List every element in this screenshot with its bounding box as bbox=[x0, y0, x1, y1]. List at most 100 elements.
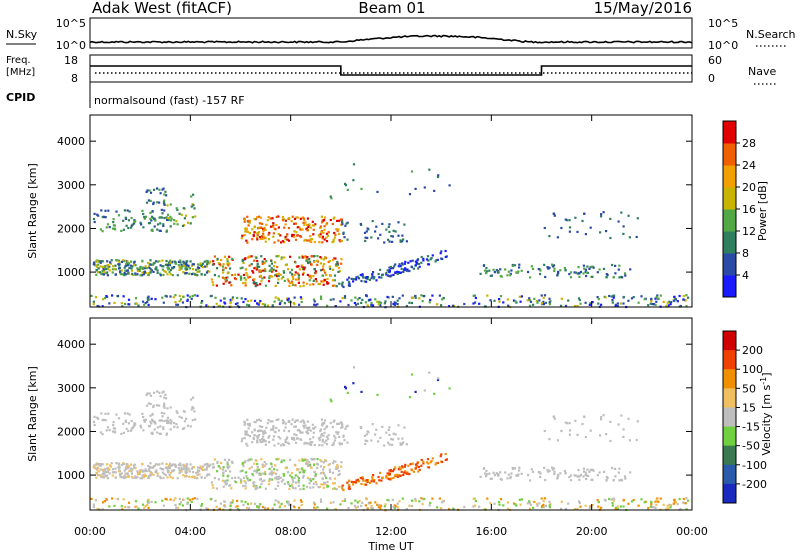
power-echo-cell bbox=[161, 259, 164, 262]
velocity-echo-cell bbox=[121, 508, 124, 511]
velocity-echo-cell bbox=[385, 474, 388, 478]
velocity-echo-cell bbox=[311, 423, 314, 426]
power-echo-cell bbox=[557, 270, 560, 273]
power-echo-cell bbox=[541, 302, 544, 305]
power-echo-cell bbox=[651, 303, 654, 306]
velocity-echo-cell bbox=[268, 480, 271, 483]
velocity-echo-cell bbox=[201, 465, 205, 468]
power-echo-cell bbox=[614, 304, 617, 307]
power-echo-cell bbox=[113, 268, 116, 271]
power-echo-cell bbox=[388, 274, 391, 278]
power-echo-cell bbox=[144, 301, 147, 305]
velocity-echo-cell bbox=[120, 463, 123, 466]
velocity-echo-cell bbox=[678, 497, 681, 501]
velocity-echo-cell bbox=[385, 431, 388, 434]
velocity-echo-cell bbox=[97, 463, 100, 466]
velocity-echo-cell bbox=[283, 459, 286, 462]
power-echo-cell bbox=[144, 215, 147, 218]
velocity-echo-cell bbox=[194, 476, 197, 479]
velocity-echo-cell bbox=[118, 470, 121, 473]
power-echo-cell bbox=[156, 228, 159, 231]
velocity-echo-cell bbox=[193, 410, 196, 413]
power-echo-cell bbox=[193, 207, 196, 210]
velocity-echo-cell bbox=[169, 462, 172, 465]
power-echo-cell bbox=[314, 272, 317, 275]
power-echo-cell bbox=[591, 275, 594, 278]
velocity-echo-cell bbox=[149, 462, 152, 465]
power-echo-cell bbox=[370, 301, 373, 305]
power-echo-cell bbox=[616, 302, 619, 305]
velocity-echo-cell bbox=[141, 462, 144, 465]
velocity-echo-cell bbox=[246, 422, 249, 426]
power-echo-cell bbox=[370, 236, 373, 239]
power-echo-cell bbox=[321, 237, 324, 240]
power-echo-cell bbox=[95, 273, 98, 276]
velocity-echo-cell bbox=[270, 462, 273, 465]
power-echo-cell bbox=[619, 302, 622, 305]
velocity-echo-cell bbox=[326, 480, 329, 484]
velocity-echo-cell bbox=[116, 497, 120, 501]
x-tick-label: 00:00 bbox=[74, 525, 106, 538]
power-echo-cell bbox=[267, 280, 271, 283]
velocity-echo-cell bbox=[647, 507, 650, 510]
power-echo-cell bbox=[261, 235, 264, 238]
power-echo-cell bbox=[311, 238, 314, 241]
power-echo-cell bbox=[226, 262, 229, 265]
velocity-echo-cell bbox=[418, 468, 421, 471]
freq-label-1: Freq. bbox=[6, 55, 31, 66]
velocity-echo-cell bbox=[198, 470, 201, 473]
velocity-echo-cell bbox=[549, 503, 552, 506]
power-echo-cell bbox=[499, 295, 503, 298]
velocity-echo-cell bbox=[224, 505, 227, 508]
velocity-echo-cell bbox=[205, 474, 209, 477]
velocity-echo-cell bbox=[264, 487, 267, 490]
velocity-echo-cell bbox=[613, 497, 616, 500]
power-echo-cell bbox=[335, 285, 338, 288]
power-echo-cell bbox=[356, 275, 359, 278]
velocity-echo-cell bbox=[185, 417, 188, 420]
power-echo-cell bbox=[258, 236, 262, 239]
velocity-echo-cell bbox=[163, 420, 166, 423]
velocity-colorbar-label-text: -50 bbox=[742, 440, 760, 453]
power-echo-cell bbox=[96, 304, 99, 308]
power-echo-cell bbox=[324, 271, 327, 274]
power-echo-cell bbox=[294, 238, 298, 241]
power-echo-cell bbox=[387, 296, 390, 299]
power-echo-cell bbox=[165, 194, 168, 197]
velocity-echo-cell bbox=[290, 483, 294, 486]
velocity-echo-cell bbox=[448, 387, 451, 390]
power-echo-cell bbox=[128, 266, 131, 270]
power-echo-cell bbox=[604, 296, 607, 299]
power-echo-cell bbox=[226, 272, 229, 275]
velocity-echo-cell bbox=[320, 460, 323, 463]
velocity-echo-cell bbox=[378, 479, 381, 482]
power-echo-cell bbox=[401, 263, 404, 266]
power-echo-cell bbox=[322, 283, 325, 286]
velocity-echo-cell bbox=[530, 468, 533, 471]
velocity-echo-cell bbox=[346, 441, 349, 444]
velocity-echo-cell bbox=[139, 477, 142, 480]
velocity-echo-cell bbox=[186, 501, 189, 504]
power-echo-cell bbox=[173, 219, 176, 222]
velocity-echo-cell bbox=[253, 481, 256, 484]
velocity-echo-cell bbox=[272, 438, 275, 441]
power-echo-cell bbox=[136, 270, 139, 273]
velocity-echo-cell bbox=[396, 505, 399, 509]
velocity-echo-cell bbox=[206, 466, 209, 469]
velocity-echo-cell bbox=[379, 471, 382, 474]
power-echo-cell bbox=[553, 267, 556, 270]
velocity-echo-cell bbox=[323, 419, 327, 422]
velocity-echo-cell bbox=[208, 465, 211, 468]
power-echo-cell bbox=[101, 305, 104, 308]
power-echo-cell bbox=[188, 267, 191, 270]
velocity-colorbar-swatch bbox=[723, 331, 736, 351]
velocity-echo-cell bbox=[483, 472, 487, 475]
velocity-echo-cell bbox=[548, 469, 551, 472]
velocity-echo-cell bbox=[609, 439, 612, 443]
velocity-echo-cell bbox=[485, 475, 488, 478]
power-echo-cell bbox=[605, 276, 608, 279]
velocity-echo-cell bbox=[242, 503, 245, 507]
velocity-echo-cell bbox=[321, 477, 324, 480]
velocity-echo-cell bbox=[314, 481, 317, 484]
power-echo-cell bbox=[263, 268, 267, 271]
